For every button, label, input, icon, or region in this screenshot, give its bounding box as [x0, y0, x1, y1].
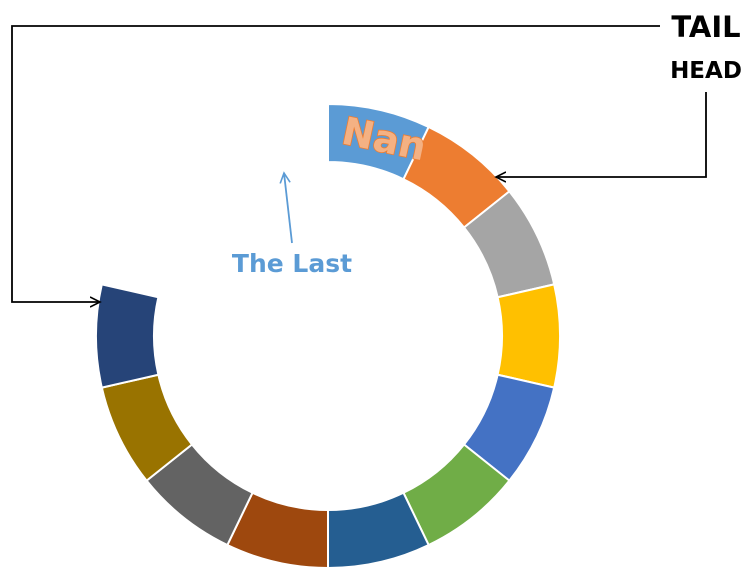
last-arrow	[284, 173, 293, 244]
ring-buffer	[95, 102, 561, 570]
tail-label: TAIL	[671, 10, 740, 44]
ring-segment-11	[95, 283, 160, 389]
head-arrow	[496, 92, 707, 177]
head-label: HEAD	[670, 58, 742, 84]
ring-segment-4	[496, 283, 561, 389]
last-label: The Last	[232, 249, 352, 278]
tail-arrow	[11, 25, 660, 302]
